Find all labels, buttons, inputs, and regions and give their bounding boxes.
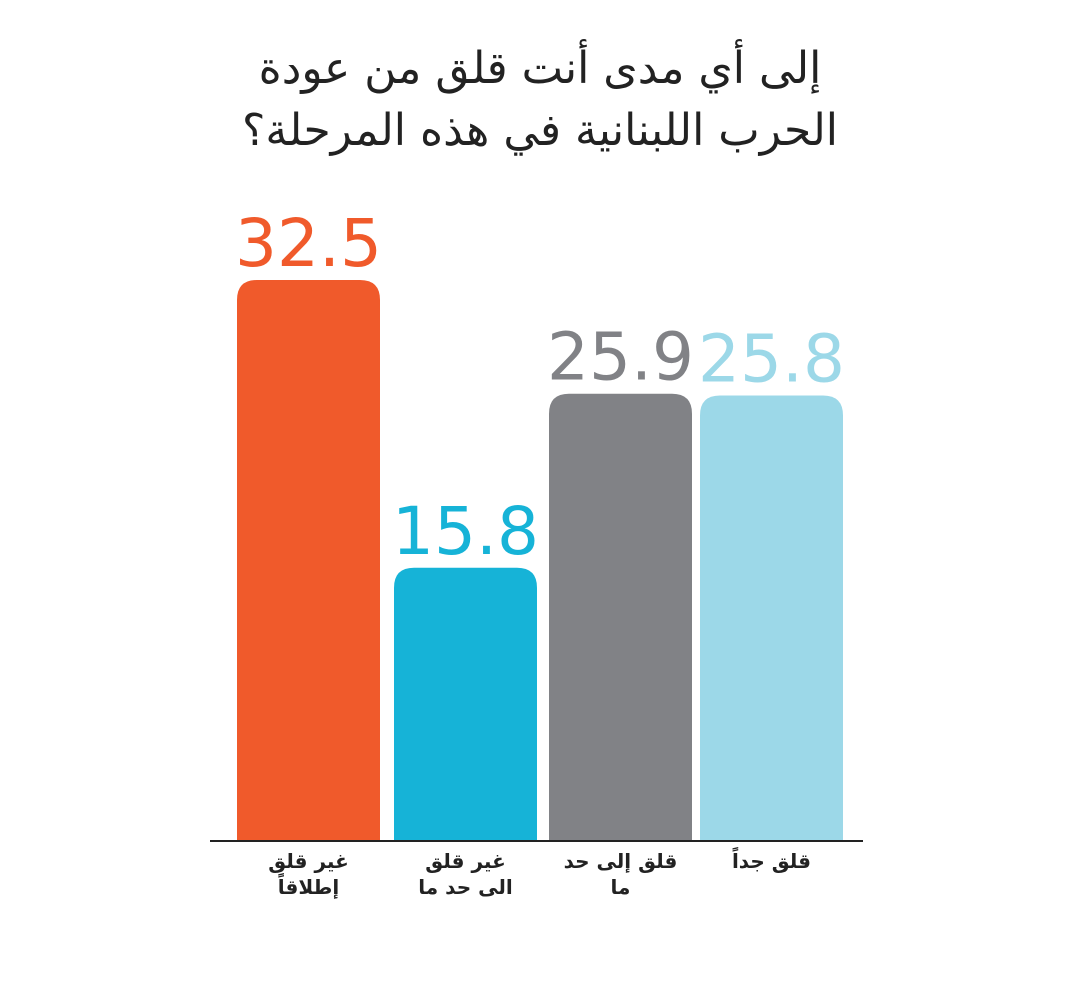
bar — [394, 567, 537, 840]
chart-title: إلى أي مدى أنت قلق من عودة الحرب اللبنان… — [241, 43, 839, 156]
value-label: 15.8 — [392, 493, 539, 570]
category-label: قلق جداً — [731, 849, 812, 873]
category-label: غير قلق الى حد ما — [418, 849, 513, 899]
value-label: 25.8 — [698, 320, 845, 397]
value-label: 25.9 — [547, 319, 694, 396]
category-label: قلق إلى حد ما — [563, 849, 678, 899]
bar — [237, 280, 380, 840]
bar — [549, 393, 692, 840]
bar — [700, 395, 843, 840]
category-label: غير قلق إطلاقاً — [268, 849, 349, 899]
value-label: 32.5 — [235, 205, 382, 282]
